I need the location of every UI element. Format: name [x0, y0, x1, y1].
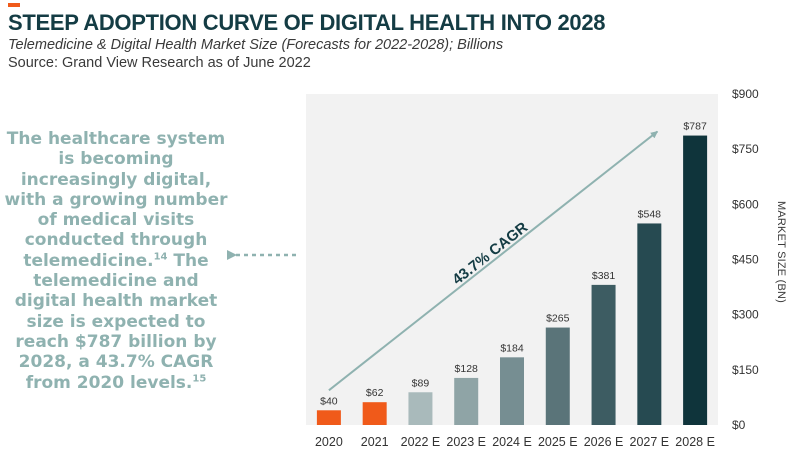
x-tick-label: 2020 [315, 435, 343, 449]
x-tick-label: 2022 E [401, 435, 441, 449]
bar-2026-e [591, 284, 616, 425]
y-tick-label: $600 [732, 197, 759, 211]
callout-text-part-1: The healthcare system is becoming increa… [4, 129, 228, 271]
y-tick-label: $900 [732, 87, 759, 101]
y-tick-label: $0 [732, 418, 746, 432]
bar-2022-e [408, 392, 433, 425]
data-label: $62 [366, 387, 384, 399]
x-tick-label: 2025 E [538, 435, 578, 449]
y-tick-label: $450 [732, 253, 759, 267]
data-label: $787 [683, 121, 707, 133]
chart-title: STEEP ADOPTION CURVE OF DIGITAL HEALTH I… [8, 10, 606, 35]
data-label: $548 [638, 208, 662, 220]
footnote-15: 15 [192, 372, 207, 384]
data-label: $381 [592, 270, 616, 282]
bar-2028-e [683, 135, 708, 425]
x-tick-label: 2021 [361, 435, 389, 449]
data-labels-layer: $40 $62 $89 $128 $184 $265 $381 $548 $787 [320, 121, 707, 408]
y-axis-title: MARKET SIZE (BN) [775, 200, 787, 304]
bar-2027-e [637, 223, 662, 425]
x-tick-labels-layer: 2020 2021 2022 E 2023 E 2024 E 2025 E 2026 E 20… [315, 435, 715, 449]
data-label: $128 [455, 363, 479, 375]
x-tick-label: 2027 E [630, 435, 670, 449]
bar-2023-e [454, 377, 479, 425]
data-label: $265 [546, 313, 570, 325]
callout-text-part-2: The telemedicine and digital health mark… [14, 250, 218, 393]
x-tick-label: 2026 E [584, 435, 624, 449]
bars-layer [316, 135, 708, 425]
data-label: $184 [500, 342, 524, 354]
y-tick-label: $750 [732, 142, 759, 156]
bar-2024-e [500, 357, 524, 425]
x-tick-label: 2024 E [492, 435, 532, 449]
x-tick-label: 2028 E [675, 435, 715, 449]
data-label: $89 [412, 377, 430, 389]
footnote-14: 14 [153, 251, 168, 263]
bar-2021 [362, 402, 387, 425]
callout-text: The healthcare system is becoming increa… [4, 129, 228, 393]
y-tick-labels-layer: $0 $150 $300 $450 $600 $750 $900 [732, 87, 759, 432]
title-accent-bar [8, 3, 20, 7]
chart-subtitle: Telemedicine & Digital Health Market Siz… [8, 37, 504, 53]
y-tick-label: $150 [732, 363, 759, 377]
bar-2020 [316, 410, 341, 425]
chart-source: Source: Grand View Research as of June 2… [8, 55, 311, 71]
y-tick-label: $300 [732, 308, 759, 322]
bar-2025-e [545, 327, 570, 425]
data-label: $40 [320, 395, 338, 407]
cagr-trend-arrow [328, 130, 659, 392]
x-tick-label: 2023 E [446, 435, 486, 449]
